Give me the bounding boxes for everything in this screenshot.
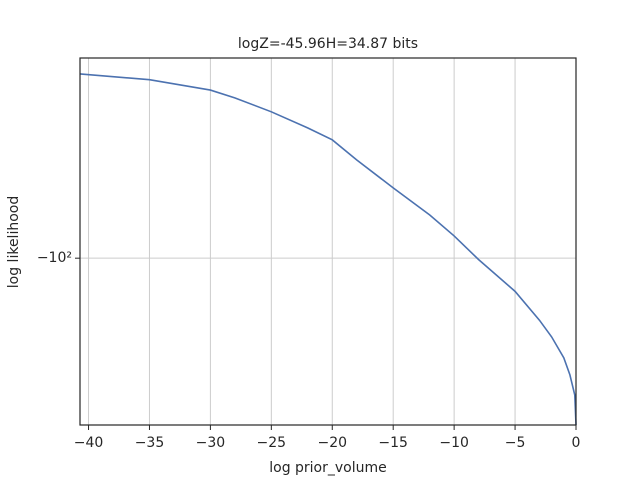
x-tick-label: −25 [257,435,287,451]
x-tick-label: −20 [317,435,347,451]
line-series [79,73,577,426]
plot-frame [79,57,577,426]
y-tick-label: −10² [37,250,72,266]
x-tick-label: 0 [572,435,581,451]
chart-title: logZ=-45.96H=34.87 bits [238,36,418,52]
y-axis-label: log likelihood [6,196,22,288]
x-tick-label: −35 [135,435,165,451]
x-tick-label: −15 [378,435,408,451]
x-tick-label: −10 [439,435,469,451]
x-axis-label: log prior_volume [269,460,387,476]
x-tick-label: −5 [505,435,526,451]
x-tick-label: −30 [196,435,226,451]
x-tick-label: −40 [74,435,104,451]
